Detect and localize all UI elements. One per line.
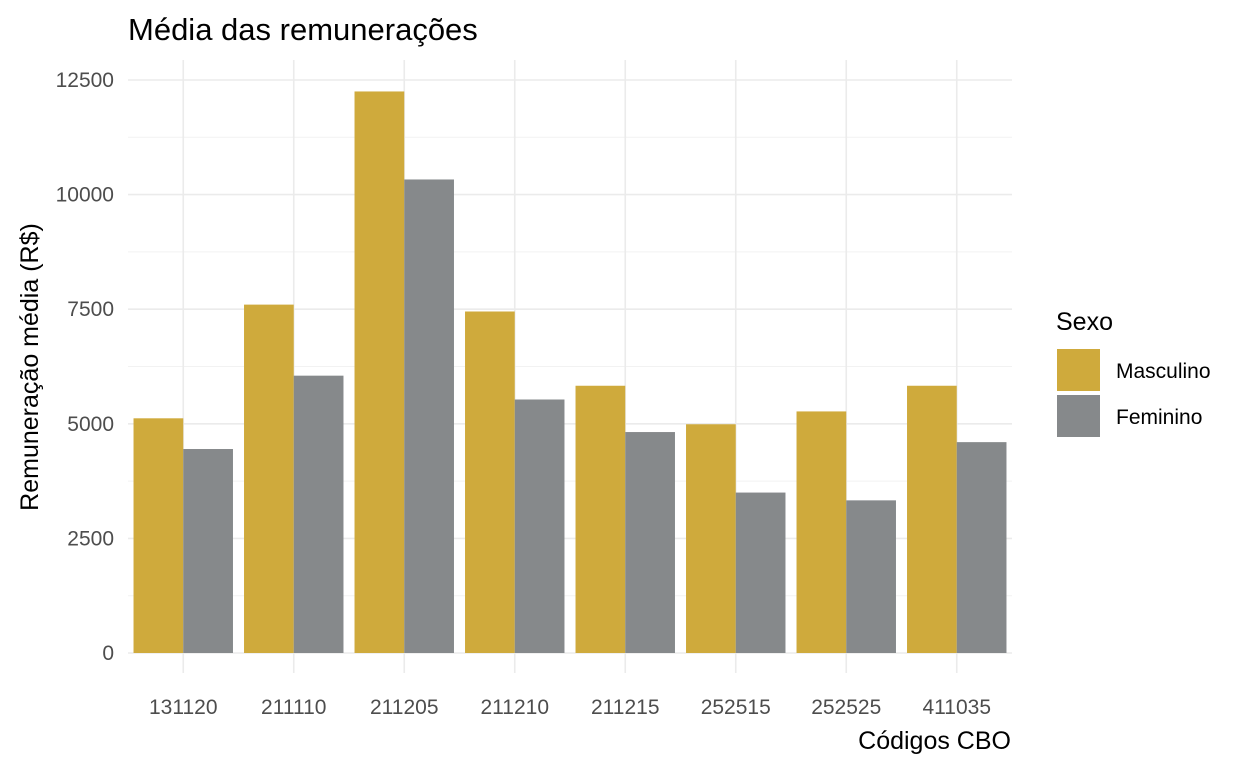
- y-tick-label: 0: [102, 642, 114, 665]
- bar-masculino-411035: [907, 385, 957, 653]
- legend-label-feminino: Feminino: [1116, 406, 1202, 429]
- y-tick-label: 2500: [67, 527, 114, 550]
- y-tick-label: 12500: [56, 69, 114, 92]
- x-tick-label: 411035: [922, 696, 991, 719]
- legend: Sexo Masculino Feminino: [1056, 308, 1211, 437]
- x-tick-label: 252515: [701, 696, 771, 719]
- x-tick-label: 211210: [480, 696, 549, 719]
- bar-masculino-211215: [575, 385, 626, 653]
- bar-masculino-131120: [133, 418, 184, 653]
- bar-masculino-252515: [686, 424, 736, 653]
- bar-feminino-252525: [846, 500, 896, 653]
- x-tick-label: 131120: [149, 696, 218, 719]
- y-tick-label: 10000: [56, 184, 114, 207]
- bar-feminino-211205: [404, 179, 454, 654]
- bar-feminino-131120: [183, 449, 233, 653]
- y-axis-ticks: 0 2500 5000 7500 10000 12500: [56, 69, 114, 665]
- y-tick-label: 5000: [67, 413, 114, 436]
- bar-feminino-211110: [293, 375, 344, 653]
- x-tick-label: 211205: [370, 696, 439, 719]
- bars: [133, 91, 1007, 654]
- legend-swatch-feminino: [1057, 395, 1100, 437]
- x-axis-title: Códigos CBO: [858, 727, 1011, 755]
- y-axis-title: Remuneração média (R$): [16, 223, 44, 511]
- bar-feminino-252515: [735, 492, 786, 653]
- bar-feminino-211210: [514, 399, 565, 653]
- x-tick-label: 252525: [811, 696, 881, 719]
- legend-label-masculino: Masculino: [1116, 360, 1211, 383]
- bar-masculino-252525: [796, 411, 847, 653]
- bar-masculino-211210: [465, 311, 515, 653]
- x-axis-ticks: 131120 211110 211205 211210 211215 252515 2525…: [149, 696, 991, 719]
- bar-feminino-411035: [956, 442, 1007, 653]
- legend-title: Sexo: [1056, 308, 1113, 336]
- bar-feminino-211215: [625, 432, 675, 653]
- x-tick-label: 211215: [591, 696, 660, 719]
- x-tick-label: 211110: [261, 696, 326, 719]
- y-tick-label: 7500: [67, 298, 114, 321]
- legend-swatch-masculino: [1057, 349, 1100, 391]
- bar-masculino-211110: [244, 304, 294, 653]
- bar-masculino-211205: [354, 91, 405, 653]
- chart-title: Média das remunerações: [128, 12, 478, 47]
